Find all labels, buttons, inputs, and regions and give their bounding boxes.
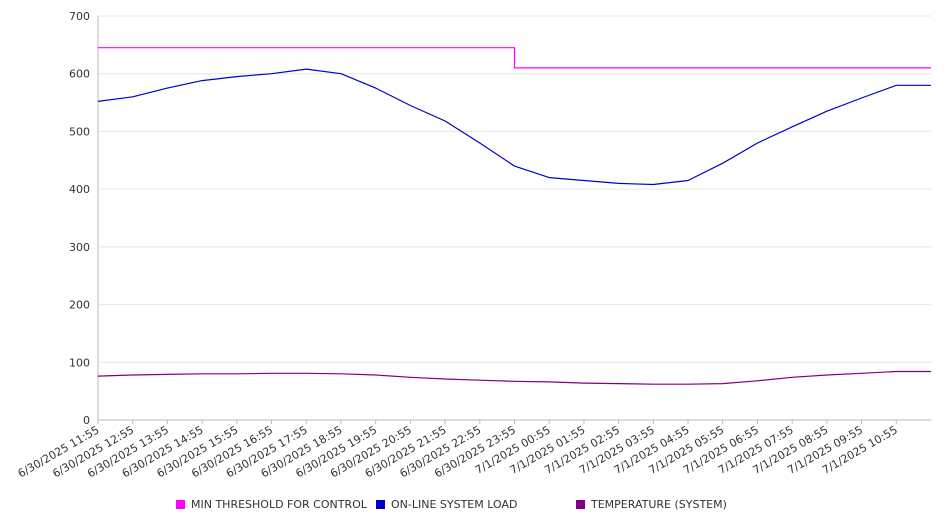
- legend-label: TEMPERATURE (SYSTEM): [591, 498, 727, 511]
- y-tick-label: 300: [69, 241, 90, 254]
- y-tick-label: 200: [69, 299, 90, 312]
- series-line-1: [97, 68, 931, 186]
- series-lines: [97, 47, 931, 385]
- legend-item-temperature[interactable]: TEMPERATURE (SYSTEM): [576, 498, 727, 511]
- legend: MIN THRESHOLD FOR CONTROL ON-LINE SYSTEM…: [0, 498, 946, 514]
- legend-label: ON-LINE SYSTEM LOAD: [391, 498, 518, 511]
- y-axis: 0 100 200 300 400 500 600 700: [69, 10, 99, 427]
- gridlines: [98, 15, 931, 421]
- legend-item-system-load[interactable]: ON-LINE SYSTEM LOAD: [376, 498, 517, 511]
- series-line-0: [98, 47, 931, 69]
- legend-item-min-threshold[interactable]: MIN THRESHOLD FOR CONTROL: [176, 498, 367, 511]
- y-tick-label: 700: [69, 10, 90, 23]
- y-tick-label: 400: [69, 183, 90, 196]
- legend-label: MIN THRESHOLD FOR CONTROL: [191, 498, 367, 511]
- y-tick-label: 0: [83, 414, 90, 427]
- legend-swatch: [176, 500, 185, 509]
- series-line-2: [97, 370, 931, 385]
- legend-swatch: [376, 500, 385, 509]
- y-tick-label: 500: [69, 125, 90, 138]
- legend-swatch: [576, 500, 585, 509]
- x-axis: 6/30/2025 11:556/30/2025 12:556/30/2025 …: [16, 420, 900, 480]
- y-tick-label: 100: [69, 356, 90, 369]
- y-tick-label: 600: [69, 68, 90, 81]
